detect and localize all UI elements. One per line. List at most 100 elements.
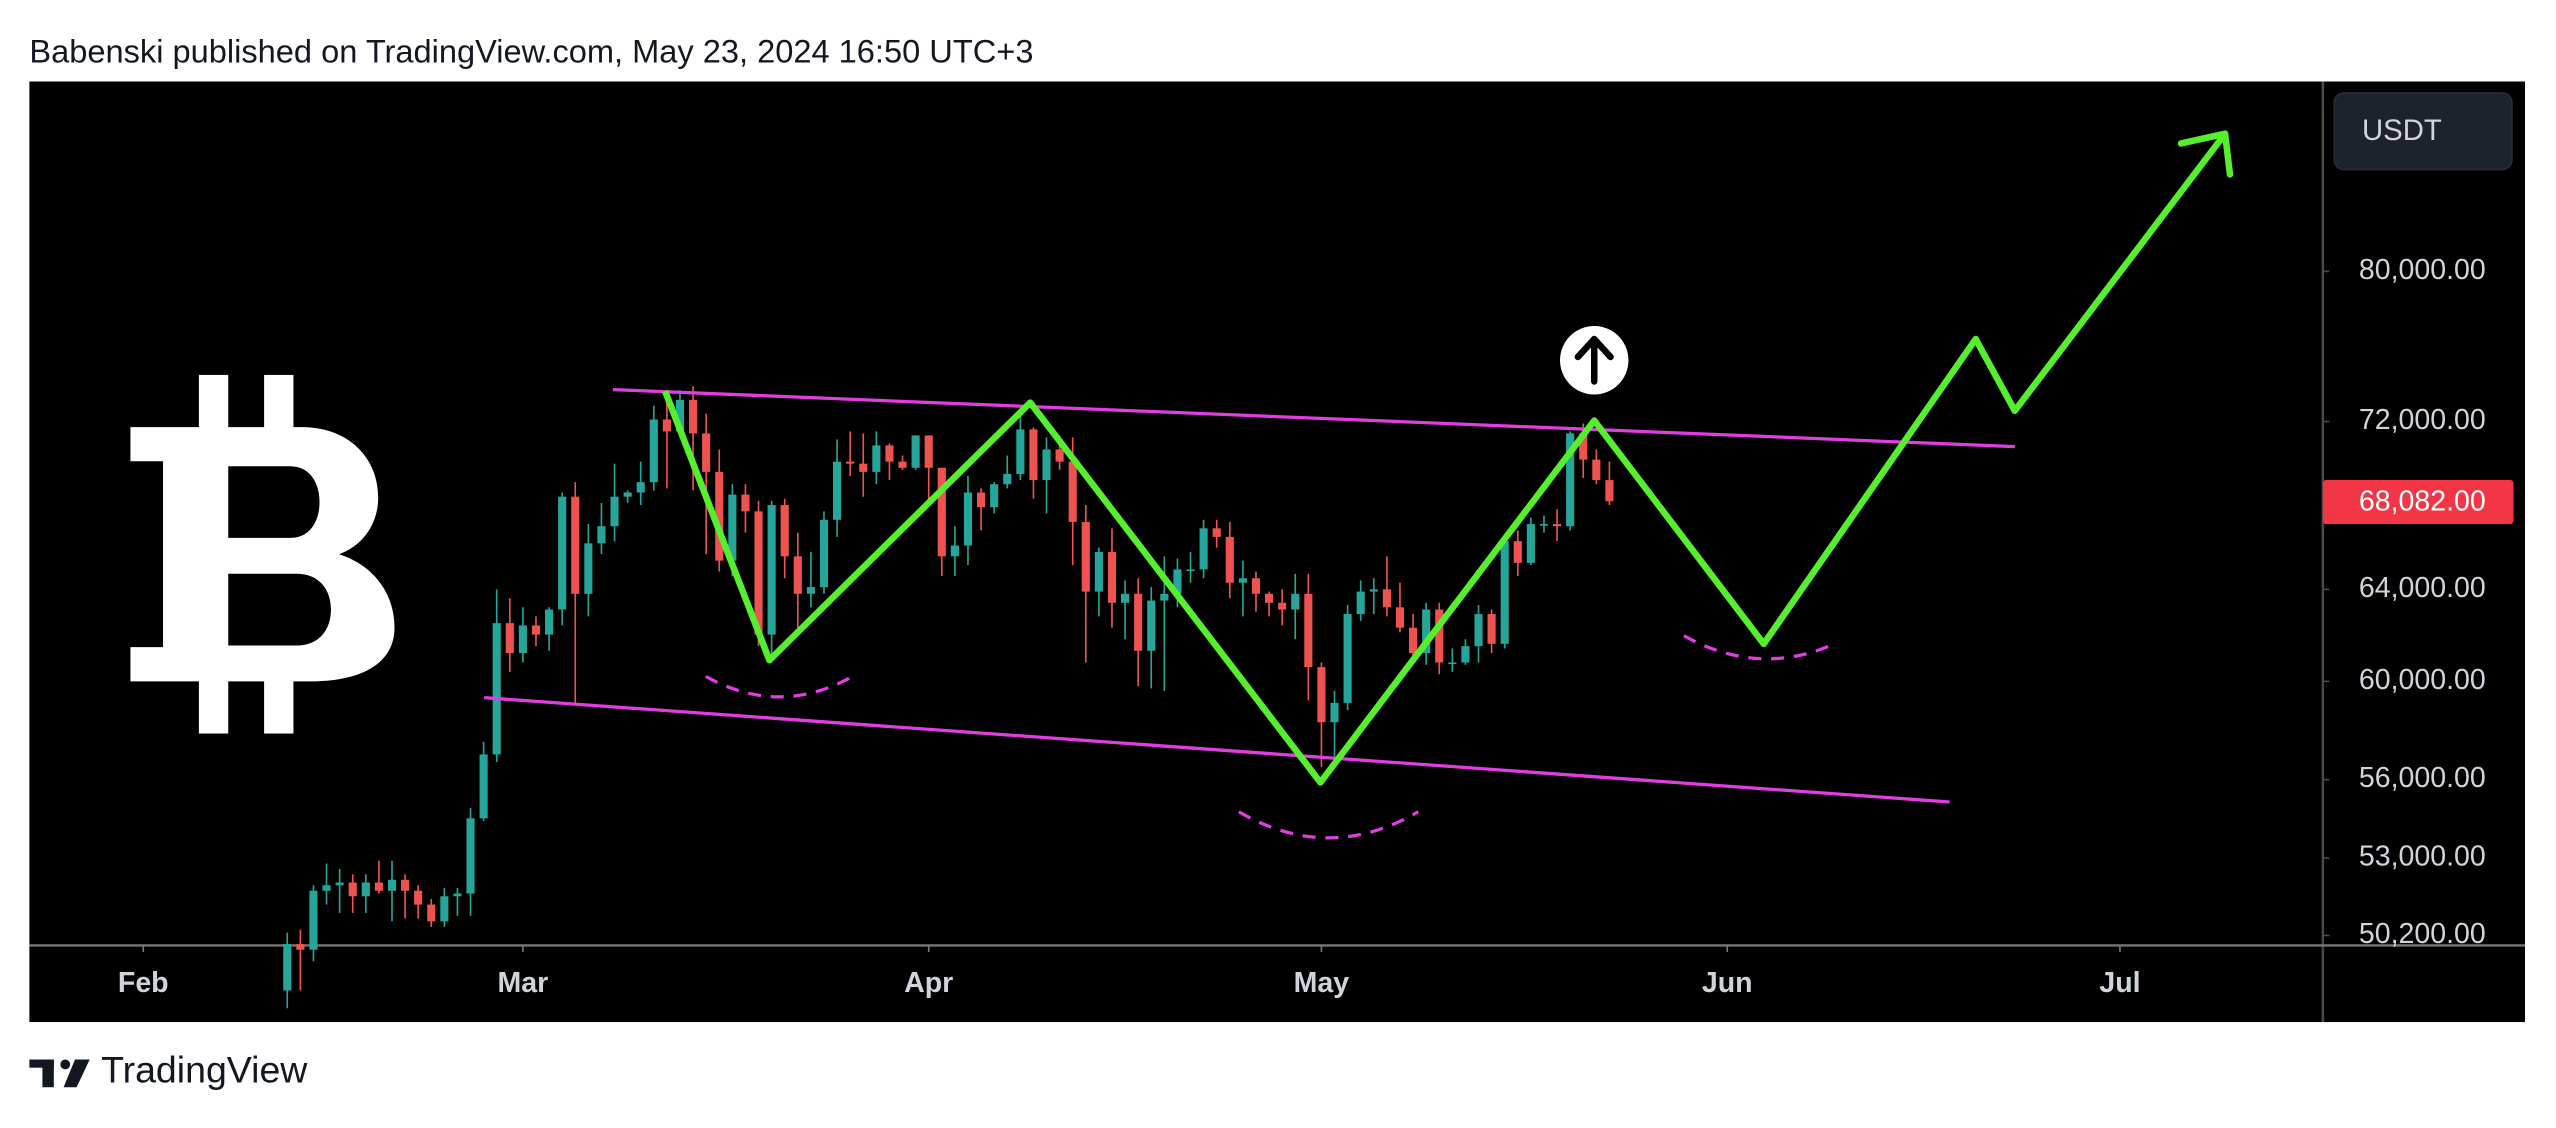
candle-body [937,467,946,557]
candle-body [689,399,698,434]
candle-body [558,496,567,610]
candle-body [1304,593,1313,668]
candle-body [505,623,514,654]
candle-body [1225,536,1234,583]
candle-body [1395,607,1405,628]
footer-logo [29,1059,90,1088]
candle-body [387,879,397,891]
candle-body [1500,541,1509,644]
candle-body [990,484,999,508]
logo-part [63,1059,90,1088]
x-tick-label: Jun [1702,967,1753,999]
candle-body [1291,593,1300,610]
candle-body [1147,600,1156,651]
candle-body [1592,459,1601,481]
x-tick-label: Mar [498,967,549,999]
candle-body [1121,593,1130,603]
candle-body [793,556,802,594]
axes: 50,200.00 53,000.00 56,000.00 60,000.00 64,0… [118,254,2514,999]
candle-body [1461,646,1470,663]
candle-body [466,818,475,894]
candle-body [531,625,541,635]
y-tick-label: 80,000.00 [2359,254,2486,286]
y-tick-label: 64,000.00 [2359,572,2486,604]
candle-body [374,882,383,891]
x-tick-label: Feb [118,967,169,999]
candles [283,386,1614,1009]
candle-body [1186,569,1195,572]
logo-prong [264,374,294,431]
arrow-head [2177,130,2234,178]
candle-body [1553,524,1562,527]
x-tick-label: Jul [2099,967,2140,999]
dashed-arc [1238,810,1420,840]
candle-body [846,461,855,464]
candle-body [623,492,632,497]
candle-body [296,944,305,950]
candle-body [1513,541,1522,563]
arrow-icon [1574,335,1614,385]
candle-body [715,471,724,561]
candle-body [1094,551,1103,592]
logo-prong [198,678,229,734]
bitcoin-logo [130,374,395,734]
candle-body [1238,578,1247,583]
candle-body [309,890,318,950]
candle-body [1474,614,1483,647]
candle-body [322,885,331,891]
candle-body [754,511,763,635]
candle-body [440,896,449,922]
candle-body [584,543,593,594]
last-price-box [2322,480,2514,525]
candle-body [1278,602,1287,610]
y-tick-label: 53,000.00 [2359,841,2486,873]
candle-body [1029,429,1038,481]
candle-body [977,492,986,508]
logo-part [29,1059,54,1068]
candle-body [1343,614,1352,703]
candle-body [806,587,815,594]
candle-body [963,492,973,546]
candle-body [1487,614,1496,644]
logo-prong [264,678,294,734]
candle-body [911,435,920,468]
candle-body [1566,433,1575,527]
logo-prong [198,374,229,431]
last-price-label: 68,082.00 [2359,485,2486,517]
logo-b [130,427,395,682]
candle-body [1409,627,1418,654]
header: Babenski published on TradingView.com, M… [29,32,1033,69]
currency-button[interactable] [2333,92,2513,171]
currency-label[interactable]: USDT [2362,114,2442,147]
candle-body [1173,569,1182,594]
candle-body [1356,591,1365,615]
candle-body [1579,433,1588,460]
candle-body [1448,662,1457,665]
logo-part [42,1059,54,1088]
candle-body [1212,528,1221,537]
candle-body [833,461,842,520]
dashed-arc [705,675,854,699]
candle-body [348,882,357,897]
candle-body [767,505,776,635]
candle-body [453,893,462,897]
dashed-arc [1683,634,1832,661]
y-tick-label: 72,000.00 [2359,404,2486,436]
x-tick-label: Apr [904,967,953,999]
candle-body [1265,593,1274,603]
candle-body [780,505,789,557]
trendline [484,696,1950,804]
candle-body [728,494,737,561]
candle-body [492,623,501,755]
candle-body [518,625,527,654]
candle-body [898,461,907,468]
candle-body [414,890,423,905]
candle-body [1055,449,1064,462]
candle-body [872,445,881,472]
candle-body [1605,480,1614,502]
candle-body [885,445,894,462]
candle-body [1199,528,1208,570]
x-tick-label: May [1294,967,1350,999]
candle-body [1422,609,1431,654]
